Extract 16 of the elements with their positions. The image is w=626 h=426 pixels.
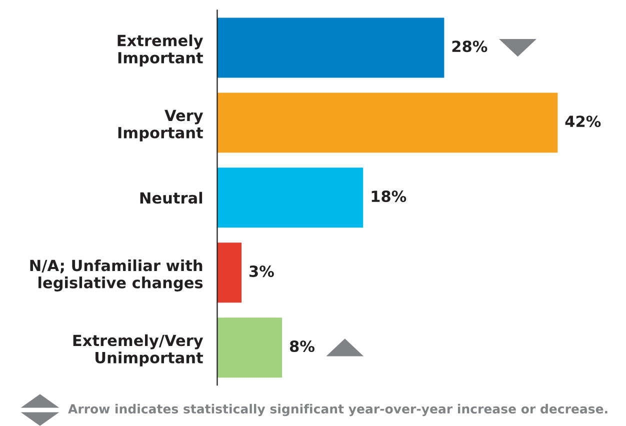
y-tick-label: Extremely Important: [118, 34, 204, 66]
bar: [217, 168, 364, 228]
data-label: 42%: [565, 116, 601, 128]
text: Arrow indicates statistically significant year-over-year increase or decrease.: [68, 404, 608, 416]
bar: [217, 242, 242, 303]
bar: [217, 318, 282, 378]
y-tick-label: Very Important: [118, 110, 204, 142]
data-label: 8%: [290, 340, 314, 352]
y-tick-label: Extremely/Very Unimportant: [73, 334, 204, 366]
data-label: 18%: [372, 190, 406, 202]
y-tick-label: N/A; Unfamiliar with legislative changes: [30, 259, 203, 292]
data-label: 28%: [452, 40, 488, 52]
y-tick-label: Neutral: [140, 192, 202, 204]
bar: [217, 92, 558, 153]
bar: [217, 18, 444, 78]
data-label: 3%: [250, 266, 274, 278]
